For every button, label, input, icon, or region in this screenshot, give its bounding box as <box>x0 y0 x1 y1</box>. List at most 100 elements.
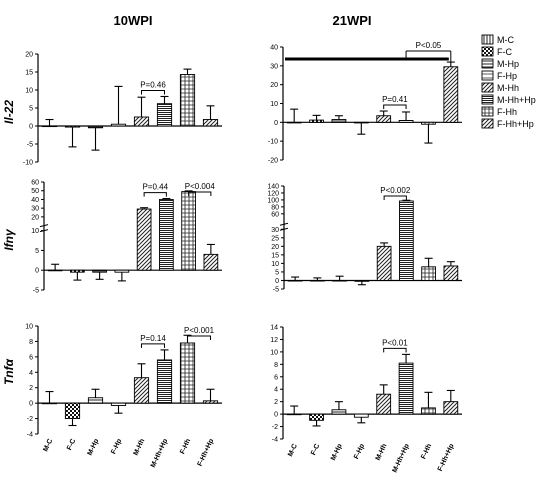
bar <box>443 265 459 281</box>
x-tick-label: M-Hp <box>330 443 344 462</box>
bar <box>133 377 150 404</box>
bar <box>156 359 173 404</box>
bar <box>41 402 58 405</box>
bar <box>203 253 219 271</box>
bar <box>399 200 414 281</box>
y-tick-label: 30 <box>270 63 278 70</box>
y-tick-label: 30 <box>271 227 279 234</box>
x-tick-label: F-Hh+Hp <box>437 443 456 473</box>
significance-bracket <box>188 191 212 196</box>
significance-bracket <box>143 192 167 197</box>
x-tick-label: F-Hh+Hp <box>197 438 216 468</box>
significance-bracket <box>383 104 407 110</box>
row-label-il22: Il-22 <box>2 100 16 124</box>
significance-bracket <box>141 89 165 95</box>
column-title-10wpi: 10WPI <box>113 13 152 28</box>
y-tick-label: 2 <box>29 385 33 392</box>
x-tick-label: M-Hh <box>133 438 147 457</box>
legend-swatch <box>481 58 494 69</box>
y-tick-label: 120 <box>267 190 279 197</box>
x-tick-label: F-Hh <box>420 443 433 460</box>
y-tick-label: 10 <box>25 324 33 331</box>
y-tick-label: 5 <box>275 269 279 276</box>
bar <box>110 123 127 127</box>
y-tick-label: 20 <box>270 82 278 89</box>
bar <box>286 121 302 124</box>
y-tick-label: 15 <box>25 70 33 77</box>
y-tick-label: 15 <box>271 252 279 259</box>
bar <box>376 393 392 415</box>
bar <box>70 269 85 273</box>
y-tick-label: 0 <box>35 268 39 275</box>
legend-swatch <box>481 34 494 45</box>
p-value-label: P<0.002 <box>380 186 411 195</box>
bar <box>421 266 436 281</box>
chart-panel: -4 -2 0 2 4 6 8 10 12 14 P<0.01 M-C F-C M-Hp F-Hp M-Hh M… <box>270 325 462 474</box>
bar <box>353 413 369 418</box>
y-tick-label: 4 <box>29 370 33 377</box>
x-tick-label: F-Hp <box>353 443 366 460</box>
y-tick-label: -10 <box>23 160 33 167</box>
y-tick-label: -2 <box>272 424 278 431</box>
y-tick-label: 30 <box>31 206 39 213</box>
bar <box>310 280 325 282</box>
y-tick-label: -20 <box>268 158 278 165</box>
bar <box>92 269 107 273</box>
bar <box>133 116 150 127</box>
bar <box>376 245 392 281</box>
y-tick-label: 2 <box>274 399 278 406</box>
y-tick-label: 10 <box>25 88 33 95</box>
bar <box>159 198 174 271</box>
bar <box>110 402 127 406</box>
bar <box>398 119 414 123</box>
p-value-label: P=0.44 <box>142 183 168 192</box>
x-tick-label: M-Hh+Hp <box>150 438 169 469</box>
bar <box>421 121 436 125</box>
bar <box>181 191 196 271</box>
y-tick-label: 6 <box>29 354 33 361</box>
bar <box>309 119 324 123</box>
column-title-21wpi: 21WPI <box>332 13 371 28</box>
y-tick-label: -5 <box>33 288 39 295</box>
chart-panel: -10 -5 0 5 10 15 20 P=0.46 <box>23 52 222 167</box>
bar <box>376 115 392 123</box>
x-tick-label: F-C <box>66 438 77 452</box>
bar <box>331 409 347 415</box>
legend-swatch <box>481 106 494 117</box>
x-tick-label: M-C <box>287 443 299 458</box>
x-tick-label: F-Hp <box>110 438 123 455</box>
y-tick-label: -5 <box>27 142 33 149</box>
bar <box>64 125 81 128</box>
y-tick-label: 20 <box>31 214 39 221</box>
x-tick-label: M-Hh <box>375 443 389 462</box>
legend: M-C F-C M-Hp F-Hp M-Hh M-Hh+Hp F-Hh F-Hh+Hp <box>481 34 536 129</box>
y-tick-label: 10 <box>31 228 39 235</box>
bar <box>287 280 303 282</box>
x-tick-label: F-Hh <box>179 438 192 455</box>
legend-swatch <box>481 94 494 105</box>
p-value-label: P<0.001 <box>184 326 215 335</box>
y-tick-label: 60 <box>271 211 279 218</box>
bar <box>309 413 324 421</box>
row-label-tnfa: Tnfα <box>2 358 16 385</box>
y-tick-label: -5 <box>273 287 279 294</box>
y-tick-label: 10 <box>270 101 278 108</box>
y-tick-label: 14 <box>270 325 278 332</box>
significance-bracket <box>383 347 407 353</box>
bar <box>202 400 219 404</box>
y-tick-label: 20 <box>271 244 279 251</box>
y-tick-label: -10 <box>268 139 278 146</box>
bar <box>64 402 81 420</box>
bar <box>179 342 196 404</box>
bar <box>398 362 414 415</box>
bar <box>286 413 302 416</box>
y-tick-label: 50 <box>31 188 39 195</box>
y-tick-label: 0 <box>274 412 278 419</box>
row-label-ifng: Ifnγ <box>2 228 16 251</box>
significance-bracket <box>187 335 211 340</box>
legend-swatch <box>481 118 494 129</box>
y-tick-label: 5 <box>29 106 33 113</box>
bar <box>87 397 104 404</box>
